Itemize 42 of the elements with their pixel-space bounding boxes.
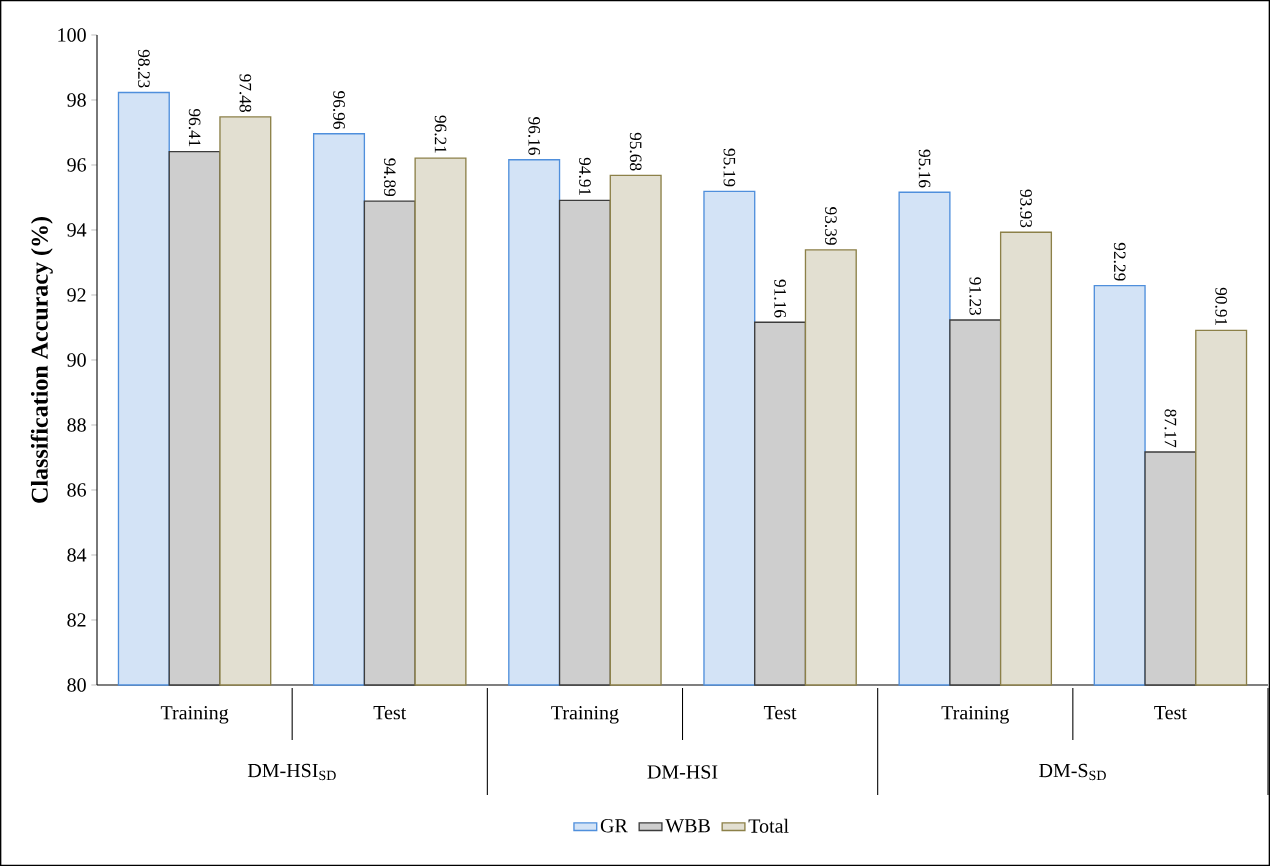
data-label: 93.93 xyxy=(1020,189,1032,228)
data-label: 93.39 xyxy=(824,207,837,245)
y-tick-label: 82 xyxy=(67,613,86,627)
data-label: 96.16 xyxy=(528,117,541,156)
x-tick-label: Test xyxy=(1154,706,1187,720)
data-label: 95.19 xyxy=(723,148,736,187)
data-label: 94.89 xyxy=(383,158,396,197)
text: DM-S$_{SD}$ xyxy=(1039,763,1106,781)
data-label: 95.68 xyxy=(629,132,642,171)
data-label: 92.29 xyxy=(1113,242,1126,281)
y-tick-label: 86 xyxy=(67,483,87,497)
data-label: 87.17 xyxy=(1164,409,1177,448)
data-label: 97.48 xyxy=(239,74,252,112)
data-label: 95.16 xyxy=(918,149,931,188)
y-tick-label: 84 xyxy=(67,548,87,562)
legend-label: Total xyxy=(748,818,789,833)
data-label: 98.23 xyxy=(137,49,150,88)
y-axis-title: Classification Accuracy (%) xyxy=(30,217,53,503)
x-tick-label: Training xyxy=(160,706,229,724)
data-label: 96.96 xyxy=(333,91,345,130)
x-tick-label: Test xyxy=(763,706,797,720)
data-label: 91.16 xyxy=(774,279,786,318)
text: DM-HSI xyxy=(647,765,718,779)
legend-label: WBB xyxy=(665,819,710,833)
data-label: 96.21 xyxy=(434,115,447,153)
x-tick-label: Training xyxy=(551,706,619,724)
y-tick-label: 80 xyxy=(67,678,86,692)
data-label: 90.91 xyxy=(1215,287,1228,326)
y-tick-label: 92 xyxy=(67,288,86,302)
x-tick-label: Test xyxy=(373,706,407,720)
y-tick-label: 94 xyxy=(67,223,87,237)
y-tick-label: 90 xyxy=(67,353,86,367)
y-tick-label: 88 xyxy=(67,418,86,432)
y-tick-label: 98 xyxy=(67,93,86,107)
data-label: 94.91 xyxy=(579,157,591,196)
data-label: 96.41 xyxy=(188,108,201,147)
y-tick-label: 96 xyxy=(67,158,87,172)
y-tick-label: 100 xyxy=(58,28,86,42)
data-label: 91.23 xyxy=(969,277,982,316)
legend-label: GR xyxy=(600,819,628,833)
text: DM-HSI$_{SD}$ xyxy=(247,763,336,781)
x-tick-label: Training xyxy=(941,706,1009,724)
